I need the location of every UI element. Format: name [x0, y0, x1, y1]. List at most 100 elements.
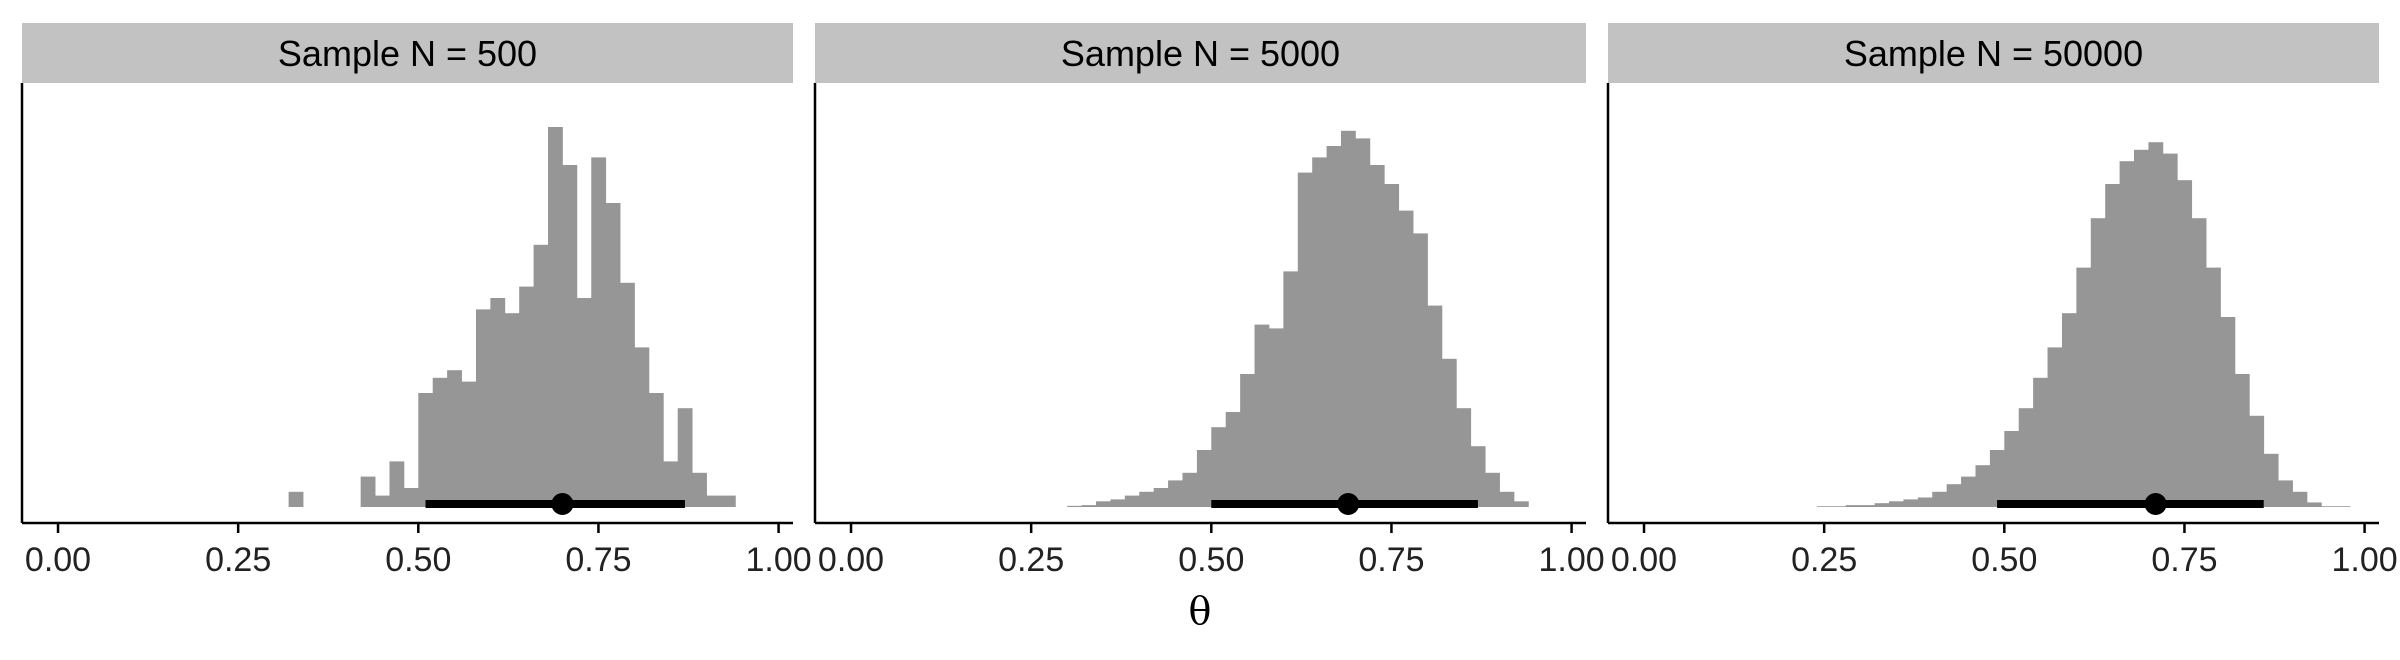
- panel-strip: [22, 23, 793, 83]
- histogram-bar: [403, 488, 419, 507]
- x-tick-label: 0.00: [1611, 541, 1677, 579]
- histogram-bar: [375, 495, 390, 507]
- histogram-bar: [1499, 491, 1515, 507]
- histogram-bar: [389, 461, 405, 507]
- histogram-bar: [1917, 497, 1933, 507]
- histogram-bar: [2306, 502, 2322, 507]
- histogram-bar: [1470, 446, 1486, 507]
- panel-title: Sample N = 50000: [1844, 33, 2143, 74]
- histogram-bar: [1196, 450, 1212, 507]
- histogram-bar: [418, 393, 434, 507]
- histogram-bar: [504, 313, 520, 507]
- histogram-bar: [2191, 218, 2207, 507]
- histogram-bar: [605, 203, 621, 507]
- histogram-bar: [1961, 476, 1976, 507]
- histogram-bar: [648, 393, 664, 507]
- histogram-bar: [1816, 506, 1847, 507]
- histogram-bar: [1975, 465, 1991, 507]
- x-tick-label: 0.25: [1791, 541, 1857, 579]
- histogram-bar: [2105, 184, 2120, 507]
- histogram-bar: [1124, 495, 1140, 507]
- histogram-bar: [2292, 491, 2308, 507]
- histogram-bar: [2177, 180, 2193, 507]
- histogram-bar: [1110, 499, 1126, 507]
- histogram-bar: [1096, 501, 1111, 507]
- histogram-bar: [1081, 505, 1097, 507]
- histogram-bar: [1240, 374, 1255, 507]
- histogram-bar: [706, 495, 736, 507]
- histogram-bar: [461, 381, 477, 507]
- histogram-bar: [1903, 499, 1919, 507]
- point-estimate: [2144, 493, 2167, 515]
- histogram-bar: [1211, 427, 1227, 507]
- histogram-bar: [432, 377, 448, 507]
- histogram-bar: [288, 491, 304, 507]
- histogram-bar: [2234, 374, 2250, 507]
- histogram-bar: [1254, 324, 1270, 507]
- histogram-bar: [1456, 408, 1472, 507]
- histogram-bar: [2278, 480, 2293, 507]
- histogram-bar: [360, 476, 376, 507]
- x-tick-label: 0.25: [998, 541, 1064, 579]
- histogram-bar: [1341, 130, 1356, 508]
- histogram-bar: [1845, 505, 1876, 507]
- histogram-bar: [1989, 450, 2005, 507]
- panel-title: Sample N = 500: [278, 33, 537, 74]
- histogram-bar: [1168, 480, 1183, 507]
- histogram-bar: [677, 408, 693, 507]
- histogram-bar: [1355, 138, 1371, 507]
- histogram-bar: [2321, 506, 2351, 507]
- panel-strip: [815, 23, 1586, 83]
- histogram-bar: [2206, 267, 2221, 507]
- histogram-bar: [2148, 142, 2164, 507]
- histogram-bar: [2220, 317, 2236, 507]
- histogram-bar: [2263, 453, 2279, 507]
- point-estimate: [1337, 493, 1360, 515]
- histogram-bar: [1932, 491, 1948, 507]
- histogram-bar: [576, 298, 592, 507]
- histogram-bar: [533, 244, 549, 508]
- x-tick-label: 0.50: [1178, 541, 1244, 579]
- histogram-bar: [1413, 233, 1428, 507]
- histogram-bar: [2119, 161, 2135, 507]
- histogram-bar: [1067, 505, 1083, 507]
- x-tick-label: 1.00: [2331, 541, 2397, 579]
- histogram-bar: [1427, 305, 1443, 507]
- panels-group: Sample N = 5000.00 0.25 0.50 0.75 1.00Sample…: [20, 23, 2398, 579]
- histogram-bar: [1946, 484, 1962, 507]
- histogram-bar: [1398, 210, 1414, 507]
- x-tick-label: 0.50: [1971, 541, 2037, 579]
- x-tick-label: 0.00: [25, 541, 91, 579]
- histogram-bar: [2047, 347, 2063, 507]
- histogram-bar: [2033, 377, 2048, 507]
- histogram-bar: [692, 472, 707, 507]
- histogram-bar: [1441, 358, 1457, 507]
- x-tick-label: 0.50: [385, 541, 451, 579]
- histogram-bar: [663, 461, 679, 507]
- histogram-bar: [2162, 153, 2178, 507]
- histogram-bar: [2076, 267, 2092, 507]
- histogram-bar: [562, 165, 578, 507]
- histogram-bar: [2018, 408, 2034, 507]
- histogram-bar: [1384, 184, 1400, 507]
- histogram-bar: [1326, 146, 1342, 507]
- histogram-bar: [1874, 503, 1890, 507]
- histogram-bar: [2249, 415, 2265, 507]
- histogram-bar: [634, 347, 650, 507]
- x-tick-label: 0.25: [205, 541, 271, 579]
- histogram-bar: [1889, 501, 1904, 507]
- point-estimate: [551, 493, 574, 515]
- x-tick-label: 0.75: [565, 541, 631, 579]
- panel-strip: [1608, 23, 2379, 83]
- histogram-bar: [620, 282, 635, 507]
- histogram-bar: [475, 309, 491, 507]
- x-tick-label: 1.00: [745, 541, 811, 579]
- histogram-bar: [1485, 472, 1500, 507]
- histogram-bar: [1268, 328, 1284, 507]
- x-axis-label: θ: [1189, 589, 1212, 633]
- histogram-bar: [548, 127, 563, 507]
- panel-1: Sample N = 500 0.00 0.25 0.50 0.75 1.00: [20, 23, 812, 579]
- histogram-bar: [2090, 218, 2106, 507]
- histogram-bar: [2134, 149, 2149, 508]
